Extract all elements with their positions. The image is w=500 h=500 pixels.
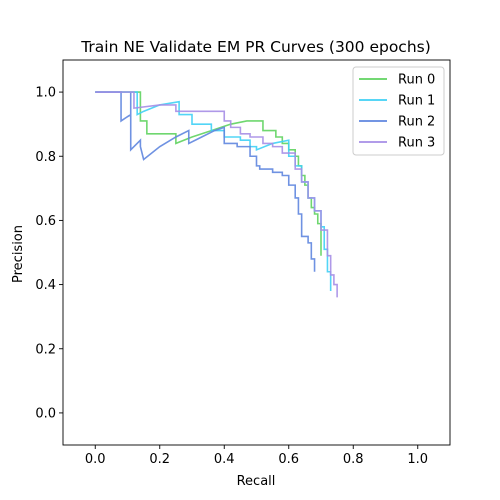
y-axis-label: Precision [11, 225, 26, 283]
legend-label: Run 0 [398, 73, 435, 88]
x-tick-label: 0.2 [149, 452, 170, 467]
y-axis-ticks: 0.0 0.2 0.4 0.6 0.8 1.0 [35, 86, 63, 421]
x-axis-ticks: 0.0 0.2 0.4 0.6 0.8 1.0 [85, 445, 428, 467]
y-tick-label: 0.0 [35, 406, 56, 421]
legend-label: Run 1 [398, 94, 435, 109]
series-layer [95, 91, 338, 298]
plot-frame [62, 59, 451, 446]
series-line-run-2 [95, 91, 316, 272]
series-line-run-3 [95, 91, 338, 298]
legend-label: Run 3 [398, 136, 435, 151]
x-tick-label: 0.8 [343, 452, 364, 467]
y-tick-label: 0.2 [35, 342, 56, 357]
x-axis-label: Recall [237, 474, 276, 489]
x-tick-label: 1.0 [407, 452, 428, 467]
legend: Run 0 Run 1 Run 2 Run 3 [352, 66, 445, 156]
x-tick-label: 0.6 [278, 452, 299, 467]
y-tick-label: 0.8 [35, 150, 56, 165]
x-tick-label: 0.0 [85, 452, 106, 467]
y-tick-label: 0.6 [35, 214, 56, 229]
legend-box [352, 66, 445, 156]
y-tick-label: 0.4 [35, 278, 56, 293]
series-line-run-0 [95, 91, 322, 256]
y-tick-label: 1.0 [35, 86, 56, 101]
x-tick-label: 0.4 [214, 452, 235, 467]
chart-title: Train NE Validate EM PR Curves (300 epoc… [80, 38, 431, 56]
legend-label: Run 2 [398, 115, 435, 130]
